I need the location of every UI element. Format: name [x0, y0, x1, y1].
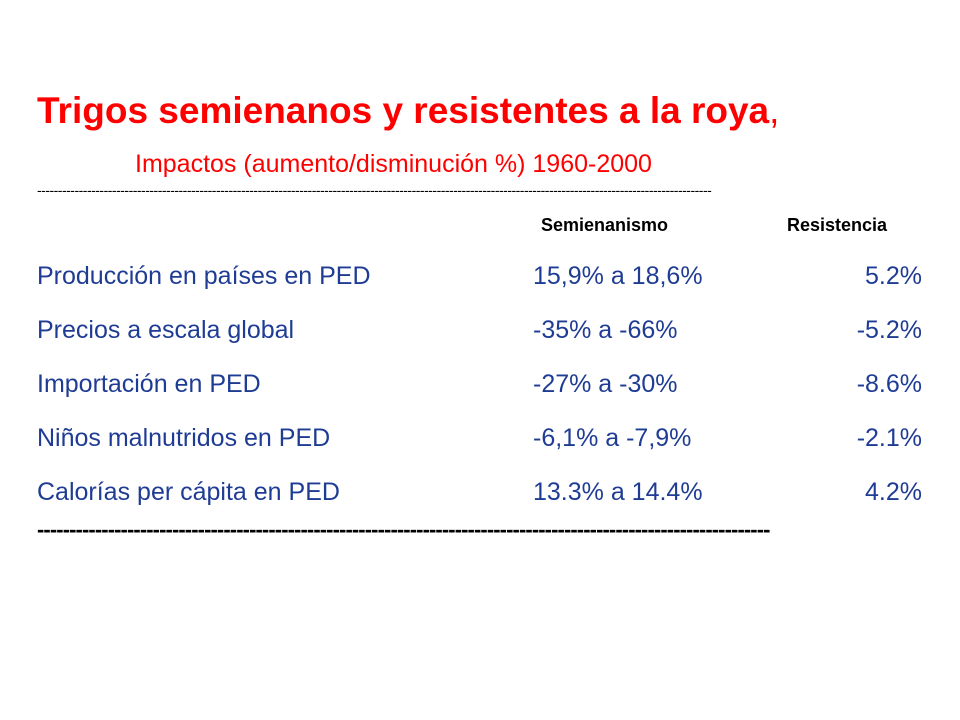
bottom-dashed-rule: ----------------------------------------… [37, 517, 770, 542]
row-label: Niños malnutridos en PED [37, 424, 331, 452]
row-label: Precios a escala global [37, 316, 295, 344]
table-row: Precios a escala global -35% a -66% -5.2… [0, 316, 960, 356]
row-label: Importación en PED [37, 370, 261, 398]
column-header-semienanismo: Semienanismo [541, 215, 669, 235]
row-value-semienanismo: -6,1% a -7,9% [533, 424, 692, 452]
row-label: Producción en países en PED [37, 262, 371, 290]
row-value-semienanismo: 13.3% a 14.4% [533, 478, 703, 506]
column-header-resistencia: Resistencia [787, 215, 888, 235]
row-value-resistencia: -8.6% [856, 370, 922, 398]
table-row: Producción en países en PED 15,9% a 18,6… [0, 262, 960, 302]
table-row: Calorías per cápita en PED 13.3% a 14.4%… [0, 478, 960, 518]
row-value-semienanismo: -27% a -30% [533, 370, 678, 398]
row-value-resistencia: 5.2% [865, 262, 922, 290]
row-label: Calorías per cápita en PED [37, 478, 340, 506]
row-value-semienanismo: -35% a -66% [533, 316, 678, 344]
slide-title-comma: , [769, 90, 780, 131]
row-value-resistencia: 4.2% [865, 478, 922, 506]
row-value-resistencia: -2.1% [856, 424, 922, 452]
row-value-semienanismo: 15,9% a 18,6% [533, 262, 703, 290]
slide-title-text: Trigos semienanos y resistentes a la roy… [37, 90, 770, 131]
table-row: Niños malnutridos en PED -6,1% a -7,9% -… [0, 424, 960, 464]
slide-subtitle: Impactos (aumento/disminución %) 1960-20… [135, 150, 652, 178]
top-dashed-rule: ----------------------------------------… [37, 182, 712, 198]
row-value-resistencia: -5.2% [856, 316, 922, 344]
slide-title: Trigos semienanos y resistentes a la roy… [37, 90, 779, 132]
table-row: Importación en PED -27% a -30% -8.6% [0, 370, 960, 410]
